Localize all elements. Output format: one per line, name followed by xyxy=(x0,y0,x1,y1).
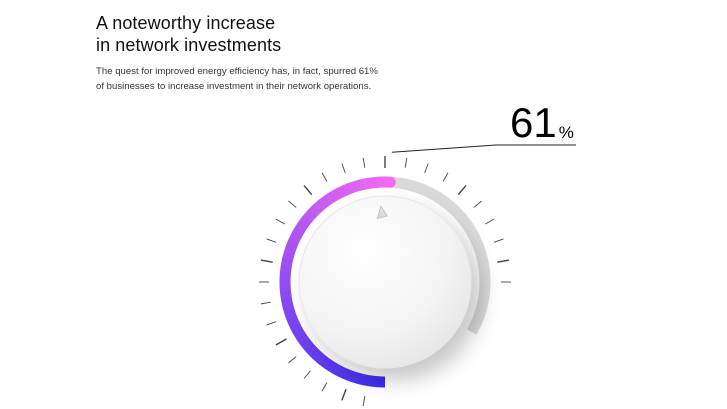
gauge-progress-segment xyxy=(369,176,379,189)
gauge-tick xyxy=(341,163,346,174)
gauge-progress-segment xyxy=(324,359,338,373)
pointer-triangle-icon xyxy=(376,205,388,220)
gauge-progress-segment xyxy=(336,365,349,380)
gauge-progress-segment xyxy=(283,243,297,255)
gauge-tick xyxy=(362,396,366,407)
description: The quest for improved energy efficiency… xyxy=(96,64,378,94)
gauge-tick xyxy=(493,238,504,243)
gauge-tick xyxy=(275,338,287,346)
gauge-progress-segment xyxy=(286,237,300,249)
gauge-progress-segment xyxy=(313,199,327,213)
gauge-progress-segment xyxy=(336,184,348,199)
gauge-progress-segment xyxy=(292,225,306,238)
gauge-progress-segment xyxy=(282,303,295,314)
gauge-progress-segment xyxy=(342,368,355,382)
gauge-tick xyxy=(485,218,495,225)
title-line-2: in network investments xyxy=(96,35,282,55)
gauge-progress-segment xyxy=(342,182,354,196)
gauge-tick xyxy=(260,301,271,305)
gauge-tick xyxy=(404,157,408,168)
gauge-progress-segment xyxy=(280,257,294,268)
gauge-tick xyxy=(321,382,328,392)
gauge-progress-segment xyxy=(299,213,313,227)
gauge-progress-segment xyxy=(362,177,373,190)
gauge-progress-segment xyxy=(330,362,343,377)
gauge-progress-segment xyxy=(279,291,292,301)
gauge-tick xyxy=(473,200,482,208)
gauge-progress-segment xyxy=(356,372,367,386)
gauge-progress-segment xyxy=(299,337,314,351)
gauge-progress-segment xyxy=(308,347,322,361)
gauge-progress-segment xyxy=(362,374,373,387)
gauge-tick xyxy=(442,172,449,182)
gauge-tick xyxy=(497,259,510,263)
gauge-progress-segment xyxy=(279,284,292,294)
gauge-knob[interactable] xyxy=(298,195,472,369)
gauge-progress-segment xyxy=(318,195,332,209)
gauge-value-readout: 61 % xyxy=(510,98,574,144)
gauge-progress-segment xyxy=(349,370,361,384)
gauge-progress-segment xyxy=(282,250,295,261)
gauge-progress-segment xyxy=(324,191,337,205)
description-line-1: The quest for improved energy efficiency… xyxy=(96,66,378,77)
gauge-progress-segment xyxy=(369,375,379,388)
description-line-2: of businesses to increase investment in … xyxy=(96,81,372,92)
gauge-progress-segment xyxy=(303,208,318,222)
gauge-progress-segment xyxy=(286,315,300,327)
gauge-tick xyxy=(341,388,347,401)
gauge-tick xyxy=(260,259,273,263)
gauge-progress-segment xyxy=(289,321,303,334)
gauge-progress-segment xyxy=(349,180,360,194)
gauge-progress-segment xyxy=(295,219,309,232)
gauge-tick-marks xyxy=(259,156,511,407)
gauge-progress-segment xyxy=(295,332,310,345)
gauge-tick xyxy=(321,172,328,182)
gauge-progress-segment xyxy=(284,309,298,321)
title-line-1: A noteworthy increase xyxy=(96,13,276,33)
gauge-value-number: 61 xyxy=(510,99,557,146)
gauge-tick xyxy=(266,238,277,243)
gauge-progress-segment xyxy=(355,178,366,192)
page-title: A noteworthy increase in network investm… xyxy=(96,12,281,56)
gauge-tick xyxy=(303,185,313,196)
gauge-progress-segment xyxy=(292,326,306,340)
gauge-progress-segment xyxy=(280,297,294,308)
gauge-progress-segment xyxy=(303,342,318,356)
gauge-tick xyxy=(288,356,297,364)
gauge-tick xyxy=(275,218,285,225)
gauge-tick xyxy=(303,370,311,379)
gauge-tick xyxy=(424,163,429,174)
gauge-progress-segment xyxy=(279,264,292,274)
gauge-progress-segment xyxy=(330,187,343,202)
gauge-progress-segment xyxy=(313,351,327,365)
gauge-tick xyxy=(288,200,297,208)
gauge-tick xyxy=(457,185,467,196)
gauge-progress-cap xyxy=(384,176,396,188)
gauge-progress-segment xyxy=(288,231,303,244)
gauge-progress-arc xyxy=(279,176,396,388)
gauge-progress-segment xyxy=(279,271,292,280)
gauge-progress-segment xyxy=(319,355,332,370)
gauge-leader-line xyxy=(391,144,576,153)
gauge-progress-segment xyxy=(308,203,322,218)
gauge-tick xyxy=(362,157,366,168)
gauge-tick xyxy=(266,321,277,326)
gauge-value-unit: % xyxy=(558,123,574,142)
